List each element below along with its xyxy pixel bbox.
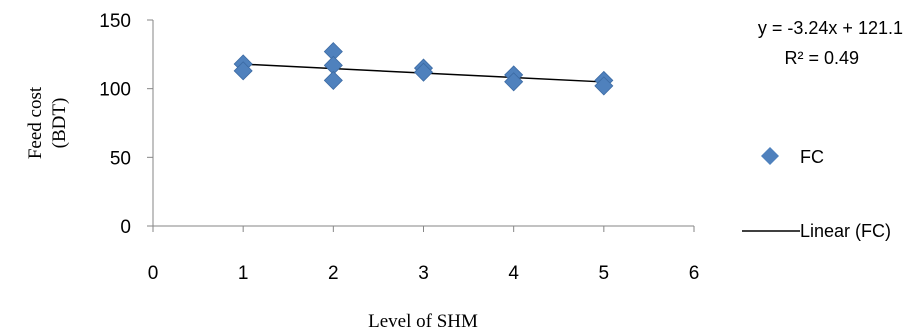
x-tick-label: 6 [689, 263, 700, 284]
data-point-fc [233, 61, 253, 81]
y-axis-ticks: 0 50 100 150 [99, 11, 153, 238]
y-tick-label: 0 [120, 217, 131, 238]
y-axis-title-line-1: Feed cost [25, 86, 46, 159]
trendline-equation: y = -3.24x + 121.1 [758, 18, 903, 38]
x-axis-ticks: 0 1 2 3 4 5 6 [148, 226, 700, 284]
legend-marker-fc [761, 147, 779, 165]
data-point-fc [594, 76, 614, 96]
x-tick-label: 5 [599, 263, 610, 284]
data-point-fc [413, 62, 434, 82]
legend: FC Linear (FC) [742, 147, 891, 241]
data-point-fc [323, 70, 343, 90]
legend-label-trend: Linear (FC) [800, 221, 891, 241]
y-tick-label: 50 [110, 148, 131, 169]
x-tick-label: 4 [508, 263, 519, 284]
x-tick-label: 1 [238, 263, 249, 284]
y-tick-label: 150 [99, 11, 131, 32]
x-tick-label: 3 [418, 263, 429, 284]
x-tick-label: 0 [148, 263, 159, 284]
data-points [233, 42, 614, 96]
x-tick-label: 2 [328, 263, 339, 284]
y-tick-label: 100 [99, 80, 131, 101]
y-axis-title-line-2: (BDT) [49, 98, 70, 149]
trendline-r-squared: R² = 0.49 [784, 48, 859, 68]
data-point-fc [504, 72, 524, 92]
x-axis-title: Level of SHM [368, 311, 478, 332]
legend-label-fc: FC [800, 147, 824, 167]
y-axis-title: Feed cost (BDT) [25, 86, 70, 159]
